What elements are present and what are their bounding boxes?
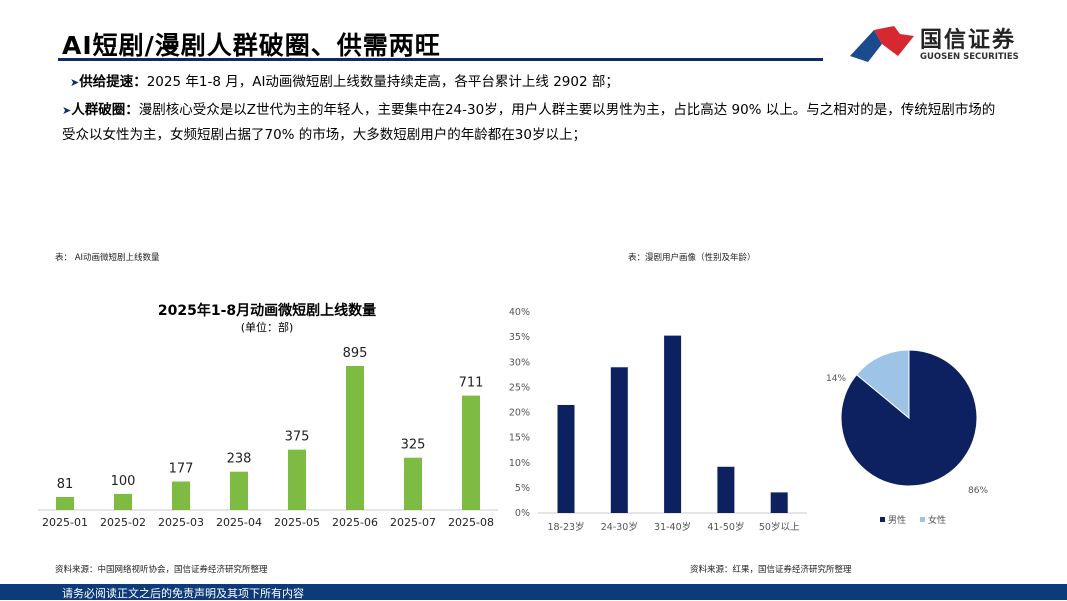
x-tick-label: 2025-07: [390, 516, 436, 529]
bar: [404, 457, 422, 510]
bar: [664, 335, 682, 513]
data-label: 711: [459, 376, 484, 391]
right-caption: 表：漫剧用户画像（性别及年龄）: [628, 253, 756, 263]
y-tick-label: 5%: [515, 483, 530, 494]
logo-text-en: GUOSEN SECURITIES: [920, 52, 1019, 62]
data-label: 375: [285, 430, 310, 445]
x-tick-label: 18-23岁: [547, 521, 584, 533]
y-tick-label: 10%: [509, 458, 530, 469]
bar: [557, 404, 575, 513]
chart-title: 2025年1-8月动画微短剧上线数量: [158, 302, 376, 319]
right-source: 资料来源：红果，国信证券经济研究所整理: [690, 565, 852, 575]
title-divider: [58, 58, 823, 61]
x-tick-label: 2025-04: [216, 516, 262, 529]
brand-logo: 国信证券 GUOSEN SECURITIES: [848, 22, 1048, 67]
chart-subtitle: (单位：部): [241, 320, 294, 334]
data-label: 325: [401, 438, 426, 453]
y-tick-label: 15%: [509, 433, 530, 444]
arrow-icon: ➤: [70, 76, 80, 89]
bar: [462, 395, 480, 510]
disclaimer: 请务必阅读正文之后的免责声明及其项下所有内容: [62, 587, 304, 600]
page-title: AI短剧/漫剧人群破圈、供需两旺: [62, 31, 441, 60]
bar: [770, 492, 788, 513]
bar: [346, 366, 364, 510]
y-tick-label: 20%: [509, 408, 530, 419]
y-tick-label: 30%: [509, 357, 530, 368]
legend-label: 男性: [888, 514, 906, 526]
data-label: 895: [343, 346, 368, 361]
pie-label: 86%: [968, 486, 988, 496]
arrow-icon: ➤: [62, 104, 72, 117]
x-tick-label: 31-40岁: [654, 521, 691, 533]
x-tick-label: 2025-08: [448, 516, 494, 529]
x-tick-label: 50岁以上: [759, 521, 800, 533]
bar: [56, 496, 74, 510]
data-label: 100: [111, 474, 136, 489]
gender-pie-chart: 86% 14% 男性 女性: [826, 349, 988, 526]
x-tick-label: 2025-06: [332, 516, 378, 529]
bar: [717, 466, 735, 513]
x-tick-label: 2025-05: [274, 516, 320, 529]
x-tick-label: 41-50岁: [707, 521, 744, 533]
data-label: 81: [57, 477, 74, 492]
bullet-audience: ➤人群破圈：漫剧核心受众是以Z世代为主的年轻人，主要集中在24-30岁，用户人群…: [62, 102, 996, 143]
y-tick-label: 0%: [515, 508, 530, 519]
bar: [610, 367, 628, 513]
legend-swatch: [880, 517, 885, 522]
pie-slice: [855, 349, 910, 420]
x-tick-label: 24-30岁: [601, 521, 638, 533]
data-label: 238: [227, 452, 252, 467]
release-count-chart: 2025年1-8月动画微短剧上线数量 (单位：部) 81 2025-01 100 20…: [38, 302, 498, 529]
pie-slice: [840, 349, 978, 487]
left-source: 资料来源：中国网络视听协会，国信证券经济研究所整理: [55, 565, 268, 575]
legend-label: 女性: [928, 514, 946, 526]
bar: [288, 449, 306, 510]
y-tick-label: 40%: [509, 307, 530, 318]
y-tick-label: 35%: [509, 332, 530, 343]
x-tick-label: 2025-01: [42, 516, 88, 529]
left-caption: 表： AI动画微短剧上线数量: [55, 253, 160, 263]
footer-bar: 请务必阅读正文之后的免责声明及其项下所有内容: [0, 584, 1067, 600]
data-label: 177: [169, 462, 194, 477]
age-chart: 0% 5% 10% 15% 20% 25% 30% 35% 40% 18-23岁 24-30岁 31-…: [509, 307, 807, 533]
legend-swatch: [920, 517, 925, 522]
y-tick-label: 25%: [509, 382, 530, 393]
bar: [172, 481, 190, 510]
pie-label: 14%: [826, 374, 846, 384]
bullet-supply: ➤供给提速：2025 年1-8 月，AI动画微短剧上线数量持续走高，各平台累计上…: [70, 74, 619, 90]
logo-icon: [850, 26, 914, 62]
logo-text-cn: 国信证券: [920, 28, 1017, 53]
bar: [114, 493, 132, 510]
x-tick-label: 2025-02: [100, 516, 146, 529]
bar: [230, 471, 248, 510]
x-tick-label: 2025-03: [158, 516, 204, 529]
